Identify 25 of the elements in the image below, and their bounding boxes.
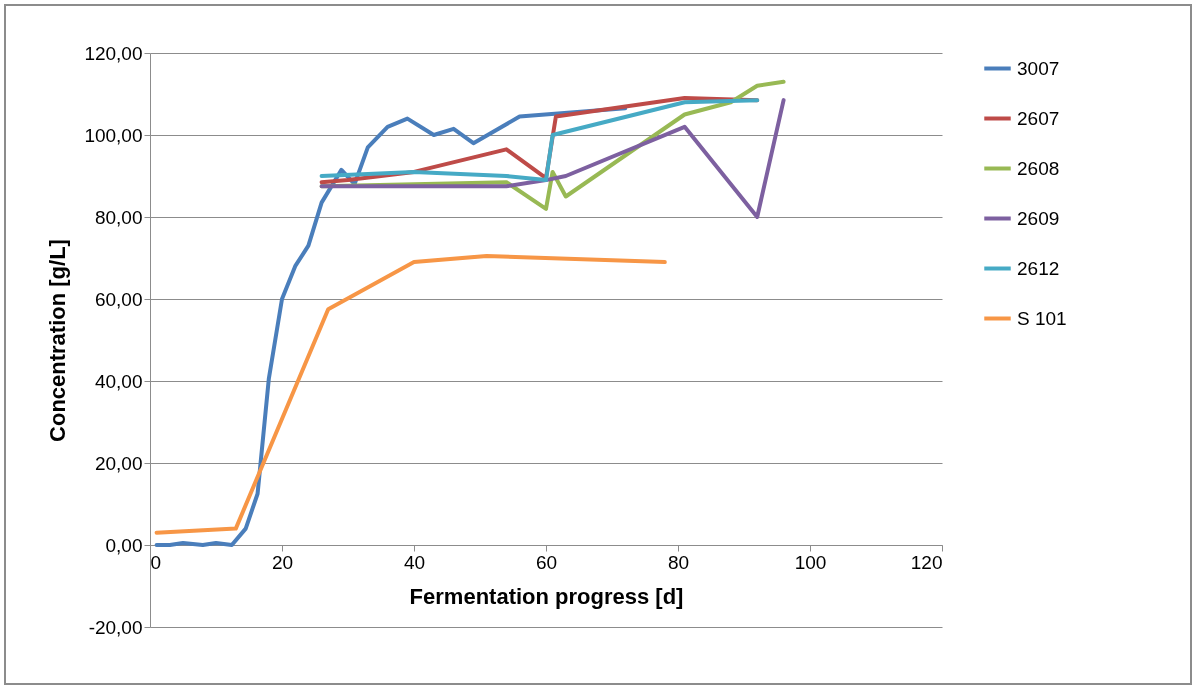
legend-label: 3007 xyxy=(1017,57,1060,79)
x-tick-label: 40 xyxy=(403,551,426,573)
legend-label: 2607 xyxy=(1017,107,1060,129)
x-tick-label: 100 xyxy=(794,551,827,573)
y-tick-label: 100,00 xyxy=(84,124,143,146)
x-tick-label: 80 xyxy=(667,551,690,573)
x-axis-title: Fermentation progress [d] xyxy=(409,583,684,609)
x-tick-label: 120 xyxy=(910,551,943,573)
x-tick-label: 60 xyxy=(535,551,558,573)
x-tick-label: 0 xyxy=(150,551,162,573)
line-series xyxy=(319,98,786,219)
y-axis-title: Concentration [g/L] xyxy=(45,239,71,442)
y-tick-label: 60,00 xyxy=(94,288,143,310)
y-tick-label: 0,00 xyxy=(105,534,143,556)
y-tick-label: 80,00 xyxy=(94,206,143,228)
y-tick-label: 40,00 xyxy=(94,370,143,392)
y-tick-label: -20,00 xyxy=(88,616,143,638)
legend-label: 2608 xyxy=(1017,157,1060,179)
line-series xyxy=(154,253,667,535)
y-tick-label: 20,00 xyxy=(94,452,143,474)
legend-label: S 101 xyxy=(1017,307,1067,329)
legend-label: 2609 xyxy=(1017,207,1060,229)
x-tick-label: 20 xyxy=(271,551,294,573)
legend-label: 2612 xyxy=(1017,257,1060,279)
y-tick-label: 120,00 xyxy=(84,42,143,64)
